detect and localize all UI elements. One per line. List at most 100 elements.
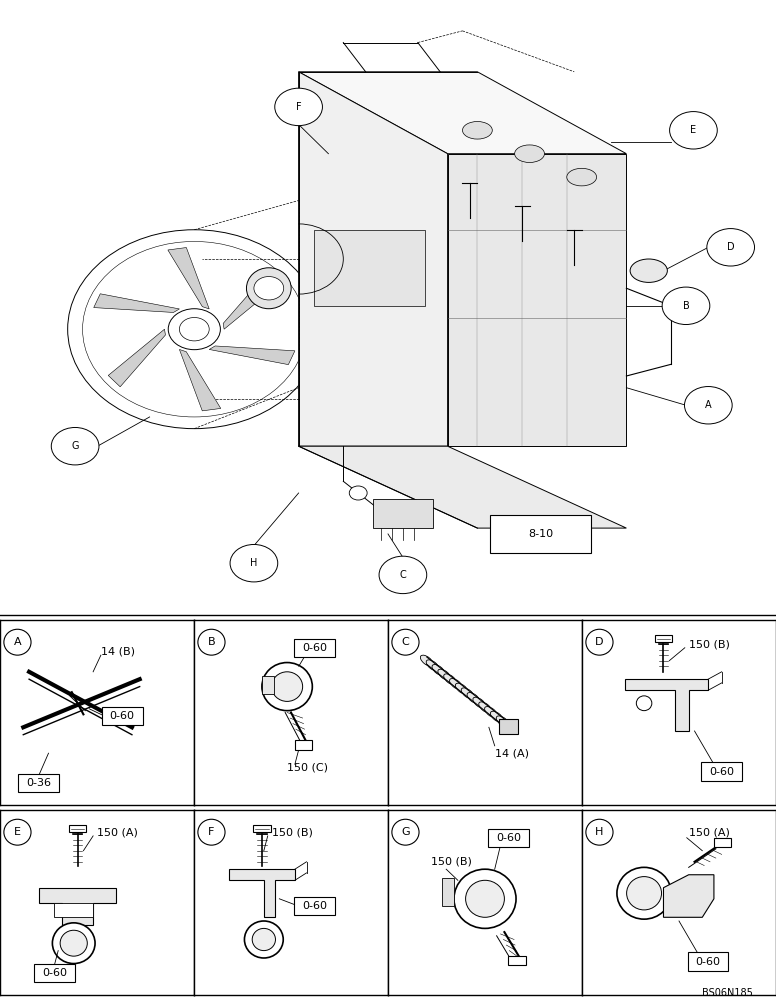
FancyBboxPatch shape [34, 964, 74, 982]
Circle shape [662, 287, 710, 325]
FancyBboxPatch shape [702, 762, 742, 781]
Text: BS06N185: BS06N185 [702, 988, 753, 998]
Text: A: A [705, 400, 712, 410]
Text: 0-36: 0-36 [26, 778, 51, 788]
Text: 150 (C): 150 (C) [287, 763, 328, 773]
FancyBboxPatch shape [102, 707, 143, 725]
Text: 150 (A): 150 (A) [97, 827, 138, 837]
Polygon shape [94, 294, 179, 312]
Text: C: C [402, 637, 409, 647]
Text: H: H [595, 827, 604, 837]
Text: 0-60: 0-60 [42, 968, 67, 978]
Ellipse shape [514, 145, 545, 162]
Ellipse shape [473, 697, 486, 708]
Text: 0-60: 0-60 [709, 767, 734, 777]
Ellipse shape [462, 122, 492, 139]
Text: 150 (B): 150 (B) [689, 639, 729, 649]
Text: 14 (B): 14 (B) [101, 646, 135, 656]
Circle shape [179, 318, 210, 341]
Circle shape [262, 663, 312, 711]
Polygon shape [299, 446, 626, 528]
Text: 0-60: 0-60 [302, 643, 327, 653]
Bar [69, 825, 86, 832]
Text: G: G [71, 441, 79, 451]
Text: E: E [691, 125, 697, 135]
FancyBboxPatch shape [490, 515, 591, 553]
Text: 150 (B): 150 (B) [272, 827, 313, 837]
Ellipse shape [426, 660, 439, 671]
Circle shape [392, 819, 419, 845]
Ellipse shape [449, 679, 462, 690]
Circle shape [379, 556, 427, 594]
Text: G: G [401, 827, 410, 837]
Circle shape [684, 387, 733, 424]
Polygon shape [448, 154, 626, 446]
Circle shape [198, 819, 225, 845]
FancyBboxPatch shape [19, 774, 59, 792]
Ellipse shape [497, 716, 509, 727]
Circle shape [4, 819, 31, 845]
Ellipse shape [444, 674, 456, 685]
Polygon shape [625, 679, 708, 731]
Circle shape [349, 486, 367, 500]
Polygon shape [442, 878, 454, 906]
Text: F: F [208, 827, 215, 837]
Polygon shape [663, 875, 714, 917]
Text: 150 (A): 150 (A) [689, 827, 729, 837]
Circle shape [244, 921, 283, 958]
Text: E: E [14, 827, 21, 837]
Circle shape [252, 928, 275, 951]
Circle shape [61, 930, 87, 956]
Bar [499, 719, 518, 734]
Ellipse shape [490, 711, 504, 722]
Ellipse shape [484, 707, 497, 718]
FancyBboxPatch shape [688, 952, 729, 971]
Circle shape [275, 88, 323, 126]
Circle shape [466, 880, 504, 917]
Text: A: A [14, 637, 21, 647]
Circle shape [670, 112, 717, 149]
Polygon shape [314, 230, 425, 306]
Text: C: C [400, 570, 407, 580]
Circle shape [68, 230, 321, 429]
Bar [253, 825, 271, 832]
Circle shape [82, 241, 306, 417]
Ellipse shape [247, 268, 291, 309]
Bar [54, 902, 93, 917]
Polygon shape [299, 72, 448, 446]
Polygon shape [229, 869, 295, 917]
Ellipse shape [421, 655, 433, 666]
Polygon shape [108, 329, 165, 387]
Text: 0-60: 0-60 [496, 833, 521, 843]
Text: F: F [296, 102, 301, 112]
Polygon shape [39, 888, 116, 925]
FancyBboxPatch shape [488, 828, 528, 847]
Text: 150 (B): 150 (B) [431, 857, 472, 867]
Circle shape [4, 629, 31, 655]
Text: H: H [250, 558, 258, 568]
Circle shape [254, 277, 284, 300]
Bar [295, 740, 312, 750]
Text: B: B [683, 301, 689, 311]
Circle shape [392, 629, 419, 655]
Ellipse shape [566, 168, 597, 186]
Polygon shape [179, 349, 220, 411]
Text: D: D [727, 242, 735, 252]
Ellipse shape [467, 693, 480, 704]
Bar [655, 635, 672, 642]
Circle shape [586, 819, 613, 845]
Ellipse shape [432, 665, 445, 676]
Circle shape [168, 309, 220, 350]
Circle shape [707, 229, 754, 266]
Polygon shape [223, 272, 280, 329]
Bar [714, 838, 731, 847]
Polygon shape [210, 346, 295, 365]
Text: 8-10: 8-10 [528, 529, 553, 539]
Ellipse shape [630, 259, 667, 282]
Text: D: D [595, 637, 604, 647]
Ellipse shape [456, 683, 468, 694]
Polygon shape [168, 248, 210, 309]
Circle shape [51, 427, 99, 465]
Circle shape [272, 672, 303, 701]
Text: 14 (A): 14 (A) [495, 748, 528, 758]
